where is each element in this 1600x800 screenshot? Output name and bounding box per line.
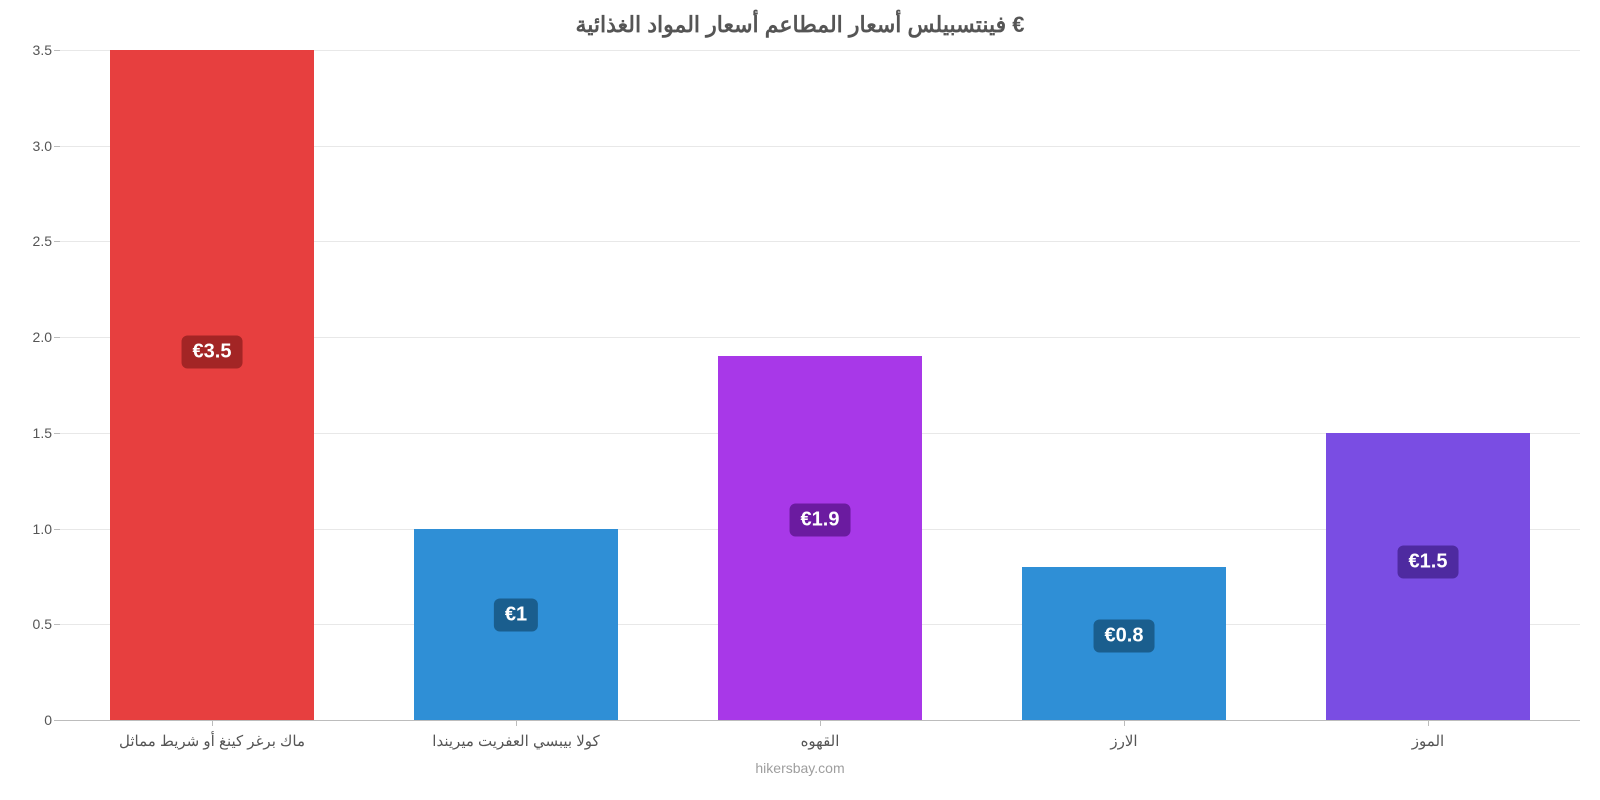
y-tick-label: 2.5 — [33, 233, 52, 249]
y-tick-label: 1.5 — [33, 425, 52, 441]
bar — [718, 356, 922, 720]
y-tick — [54, 337, 60, 338]
y-tick-label: 0.5 — [33, 616, 52, 632]
x-tick-label: القهوه — [801, 732, 840, 750]
bar-value-label: €0.8 — [1094, 619, 1155, 652]
chart-title: فينتسبيلس أسعار المطاعم أسعار المواد الغ… — [0, 0, 1600, 38]
y-tick — [54, 241, 60, 242]
bar-value-label: €1.5 — [1398, 546, 1459, 579]
bar-value-label: €1.9 — [790, 503, 851, 536]
x-tick — [820, 720, 821, 726]
x-tick — [516, 720, 517, 726]
y-tick — [54, 529, 60, 530]
y-tick-label: 0 — [44, 712, 52, 728]
y-tick — [54, 50, 60, 51]
bar-value-label: €1 — [494, 598, 538, 631]
bar — [110, 50, 314, 720]
y-tick — [54, 433, 60, 434]
x-tick-label: الارز — [1110, 732, 1137, 750]
y-tick-label: 1.0 — [33, 521, 52, 537]
bar-chart: فينتسبيلس أسعار المطاعم أسعار المواد الغ… — [0, 0, 1600, 800]
x-tick — [1124, 720, 1125, 726]
x-tick-label: كولا بيبسي العفريت ميريندا — [432, 732, 599, 750]
x-tick-label: الموز — [1412, 732, 1444, 750]
y-tick-label: 3.5 — [33, 42, 52, 58]
x-tick — [1428, 720, 1429, 726]
y-tick-label: 2.0 — [33, 329, 52, 345]
x-tick — [212, 720, 213, 726]
bar-value-label: €3.5 — [182, 335, 243, 368]
y-tick-label: 3.0 — [33, 138, 52, 154]
x-tick-label: ماك برغر كينغ أو شريط مماثل — [119, 732, 305, 750]
y-tick — [54, 146, 60, 147]
plot-area: €3.5 €1 €1.9 €0.8 €1.5 — [60, 50, 1580, 720]
y-tick — [54, 624, 60, 625]
source-label: hikersbay.com — [0, 760, 1600, 776]
